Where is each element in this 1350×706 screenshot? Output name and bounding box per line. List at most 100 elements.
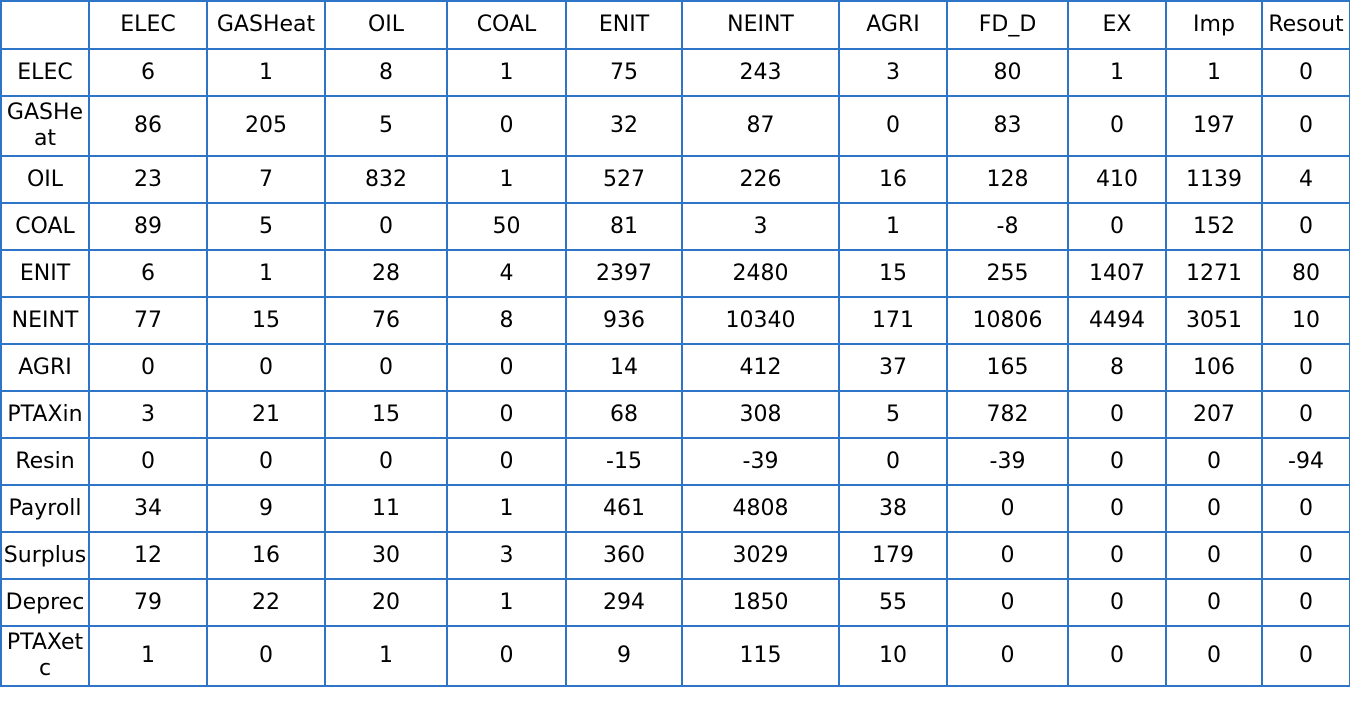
table-cell: 1407 [1067,249,1167,298]
row-header: GASHeat [0,95,90,157]
table-cell: 4494 [1067,296,1167,345]
table-cell: 8 [1067,343,1167,392]
table-cell: 179 [838,531,948,580]
corner-cell [0,0,90,50]
column-header-neint: NEINT [681,0,840,50]
table-cell: 243 [681,48,840,97]
row-header: ELEC [0,48,90,97]
table-cell: 5 [206,202,326,251]
table-cell: 106 [1165,343,1263,392]
table-cell: 50 [446,202,567,251]
table-row: ELEC 6 1 8 1 75 243 3 80 1 1 0 [0,48,1350,97]
table-cell: 68 [565,390,683,439]
table-cell: 0 [1261,578,1350,627]
table-cell: 527 [565,155,683,204]
table-cell: 32 [565,95,683,157]
table-cell: 7 [206,155,326,204]
table-cell: 0 [88,343,208,392]
table-cell: 0 [324,202,448,251]
table-cell: 205 [206,95,326,157]
table-cell: -8 [946,202,1069,251]
table-cell: 80 [1261,249,1350,298]
table-cell: 207 [1165,390,1263,439]
table-cell: 6 [88,249,208,298]
table-cell: 0 [446,343,567,392]
table-cell: 0 [446,95,567,157]
table-row: AGRI 0 0 0 0 14 412 37 165 8 106 0 [0,343,1350,392]
table-cell: 16 [838,155,948,204]
table-cell: 308 [681,390,840,439]
table-cell: 14 [565,343,683,392]
table-cell: 3 [88,390,208,439]
table-cell: 1271 [1165,249,1263,298]
table-cell: 0 [446,390,567,439]
table-cell: 76 [324,296,448,345]
row-header: ENIT [0,249,90,298]
table-cell: 5 [324,95,448,157]
table-row: GASHeat 86 205 5 0 32 87 0 83 0 197 0 [0,95,1350,157]
table-cell: 0 [838,437,948,486]
column-header-oil: OIL [324,0,448,50]
table-cell: 0 [946,625,1069,687]
header-row: ELEC GASHeat OIL COAL ENIT NEINT AGRI FD… [0,0,1350,50]
table-cell: 0 [1067,202,1167,251]
table-cell: 4808 [681,484,840,533]
table-cell: 10 [838,625,948,687]
table-cell: 0 [446,437,567,486]
table-cell: 1 [446,484,567,533]
table-cell: 4 [1261,155,1350,204]
table-row: ENIT 6 1 28 4 2397 2480 15 255 1407 1271 80 [0,249,1350,298]
row-header: Payroll [0,484,90,533]
table-cell: 1 [88,625,208,687]
table-cell: 0 [946,484,1069,533]
table-cell: 0 [1067,625,1167,687]
column-header-coal: COAL [446,0,567,50]
table-cell: 0 [1261,625,1350,687]
table-cell: 294 [565,578,683,627]
table-cell: 75 [565,48,683,97]
table-row: Payroll 34 9 11 1 461 4808 38 0 0 0 0 [0,484,1350,533]
row-header: PTAXetc [0,625,90,687]
table-cell: 0 [1261,390,1350,439]
table-cell: 4 [446,249,567,298]
table-cell: 832 [324,155,448,204]
table-cell: 0 [1165,484,1263,533]
table-cell: 21 [206,390,326,439]
table-cell: 152 [1165,202,1263,251]
table-cell: 15 [206,296,326,345]
table-cell: 83 [946,95,1069,157]
table-cell: 3 [681,202,840,251]
table-cell: 2397 [565,249,683,298]
table-cell: 34 [88,484,208,533]
table-row: NEINT 77 15 76 8 936 10340 171 10806 4494 3051 10 [0,296,1350,345]
table-cell: 171 [838,296,948,345]
table-cell: 79 [88,578,208,627]
table-cell: 3 [838,48,948,97]
table-cell: 86 [88,95,208,157]
row-header: NEINT [0,296,90,345]
table-cell: 0 [1261,343,1350,392]
table-cell: 0 [1261,202,1350,251]
table-cell: 15 [838,249,948,298]
table-cell: 0 [946,578,1069,627]
table-cell: -15 [565,437,683,486]
table-cell: 77 [88,296,208,345]
table-cell: 0 [838,95,948,157]
table-cell: 0 [1067,95,1167,157]
column-header-fd-d: FD_D [946,0,1069,50]
table-row: OIL 23 7 832 1 527 226 16 128 410 1139 4 [0,155,1350,204]
table-cell: 3051 [1165,296,1263,345]
table-cell: 23 [88,155,208,204]
column-header-gasheat: GASHeat [206,0,326,50]
table-cell: 9 [206,484,326,533]
column-header-elec: ELEC [88,0,208,50]
table-cell: 6 [88,48,208,97]
table-cell: 87 [681,95,840,157]
table-cell: 1850 [681,578,840,627]
table-row: Deprec 79 22 20 1 294 1850 55 0 0 0 0 [0,578,1350,627]
table-row: PTAXin 3 21 15 0 68 308 5 782 0 207 0 [0,390,1350,439]
table-row: PTAXetc 1 0 1 0 9 115 10 0 0 0 0 [0,625,1350,687]
table-cell: 255 [946,249,1069,298]
column-header-enit: ENIT [565,0,683,50]
column-header-ex: EX [1067,0,1167,50]
